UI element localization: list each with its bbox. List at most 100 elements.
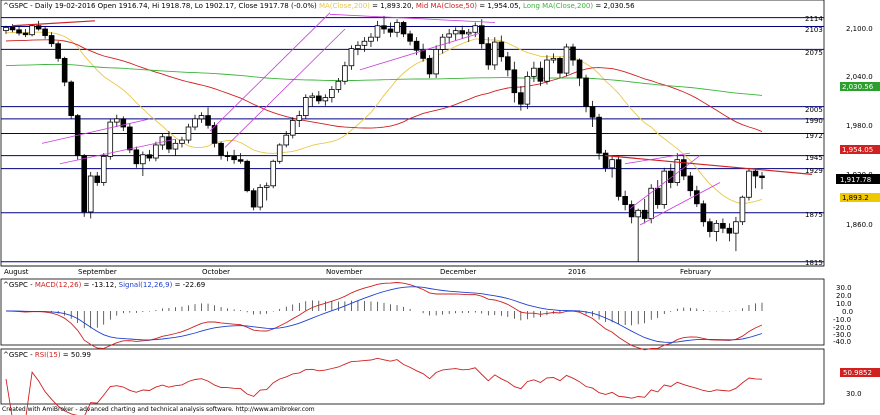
svg-text:30.0: 30.0 <box>836 284 852 292</box>
candle-body <box>296 115 303 121</box>
trendline-magenta <box>359 32 481 71</box>
svg-text:0.0: 0.0 <box>842 308 853 316</box>
candle-body <box>198 115 205 120</box>
ma-long-line <box>5 63 763 96</box>
candle-body <box>153 144 159 159</box>
candle-body <box>55 43 61 59</box>
candle-body <box>550 58 557 61</box>
candle-body <box>16 29 22 34</box>
macd-pane <box>0 278 825 346</box>
candle-body <box>94 175 101 183</box>
ma-mid-badge: 1,954.05 <box>840 145 880 154</box>
candle-body <box>387 28 394 33</box>
macd-label: MACD(12,26) <box>35 281 82 289</box>
candlesticks <box>3 15 765 262</box>
candle-body <box>628 204 635 218</box>
ma-mid-badge-text: 1,954.05 <box>842 146 873 154</box>
candle-body <box>22 32 29 36</box>
candle-body <box>231 155 237 161</box>
level-label: 2005 <box>805 106 823 114</box>
candle-body <box>413 40 420 51</box>
level-label: 2114 <box>805 15 823 23</box>
candle-body <box>9 26 16 31</box>
trendline-magenta <box>224 28 346 148</box>
candle-body <box>609 159 615 169</box>
candle-body <box>733 221 739 234</box>
candle-body <box>498 41 505 58</box>
candle-body <box>159 136 166 146</box>
candle-body <box>518 92 524 105</box>
candle-body <box>687 175 694 192</box>
candle-body <box>544 59 550 82</box>
candle-body <box>302 97 309 116</box>
price-header: ^GSPC - Daily 19-02-2016 Open 1916.74, H… <box>3 2 635 10</box>
level-label: 1929 <box>805 167 823 175</box>
ma-long-badge: 2,030.56 <box>840 82 880 91</box>
candle-body <box>746 170 752 198</box>
candle-body <box>329 89 335 99</box>
month-label: October <box>202 268 230 276</box>
candle-body <box>511 69 518 94</box>
candle-body <box>622 196 628 205</box>
price-tick: 2,100.0 <box>846 25 873 33</box>
header-ma200-value: = 1,893.20, <box>370 2 414 10</box>
candle-body <box>107 121 114 157</box>
macd-value: = -13.12, <box>81 281 118 289</box>
candle-body <box>35 25 42 30</box>
candle-body <box>127 126 133 151</box>
candle-body <box>133 149 140 165</box>
candle-body <box>172 142 179 150</box>
candle-body <box>316 95 322 102</box>
svg-text:-40.0: -40.0 <box>833 338 851 346</box>
candle-body <box>100 155 107 183</box>
svg-text:10.0: 10.0 <box>836 300 852 308</box>
candle-body <box>309 95 316 99</box>
candle-body <box>485 43 492 66</box>
month-label: 2016 <box>568 268 586 276</box>
candle-body <box>635 209 641 218</box>
candle-body <box>491 41 498 66</box>
candle-body <box>211 124 218 144</box>
candle-body <box>381 25 387 30</box>
candle-body <box>589 106 596 118</box>
month-label: September <box>78 268 117 276</box>
candle-body <box>465 31 472 35</box>
macd-header-prefix: ^GSPC - <box>3 281 35 289</box>
trendlines <box>11 12 813 226</box>
candle-body <box>355 44 361 49</box>
macd-axis: 30.0 20.0 10.0 0.0 -10.0 -20.0 -30.0 -40… <box>833 284 853 346</box>
signal-value: = -22.69 <box>172 281 205 289</box>
candle-body <box>3 26 9 32</box>
header-midma-label: Mid MA(Close,50) <box>416 2 477 10</box>
candle-body <box>407 33 413 42</box>
candle-body <box>257 187 263 208</box>
close-badge: 1,917.78 <box>836 174 880 184</box>
candle-body <box>615 159 622 197</box>
signal-line <box>6 286 763 343</box>
level-labels: 2114 2103 2075 2005 1990 1972 1945 1929 … <box>805 15 823 267</box>
candle-body <box>439 36 446 50</box>
rsi-header: ^GSPC - RSI(15) = 50.99 <box>3 351 91 359</box>
trendline-magenta <box>629 155 701 209</box>
candle-body <box>113 118 120 123</box>
candle-body <box>42 28 48 36</box>
candle-body <box>68 81 74 116</box>
trendline-magenta <box>329 13 496 23</box>
candle-body <box>661 170 668 205</box>
candle-body <box>29 25 35 36</box>
horizontal-levels <box>1 17 824 263</box>
candle-body <box>81 155 88 213</box>
footer-credit: Created with AmiBroker - advanced charti… <box>2 406 315 413</box>
level-label: 1990 <box>805 117 823 125</box>
ma-mid-line <box>5 39 763 133</box>
svg-text:-20.0: -20.0 <box>833 324 851 332</box>
candle-body <box>654 187 661 205</box>
candle-body <box>707 221 713 232</box>
trendline-magenta <box>209 12 331 132</box>
candle-body <box>140 154 146 165</box>
candle-body <box>276 144 283 162</box>
candle-body <box>322 97 329 102</box>
candle-body <box>61 58 68 83</box>
candle-body <box>557 58 563 74</box>
